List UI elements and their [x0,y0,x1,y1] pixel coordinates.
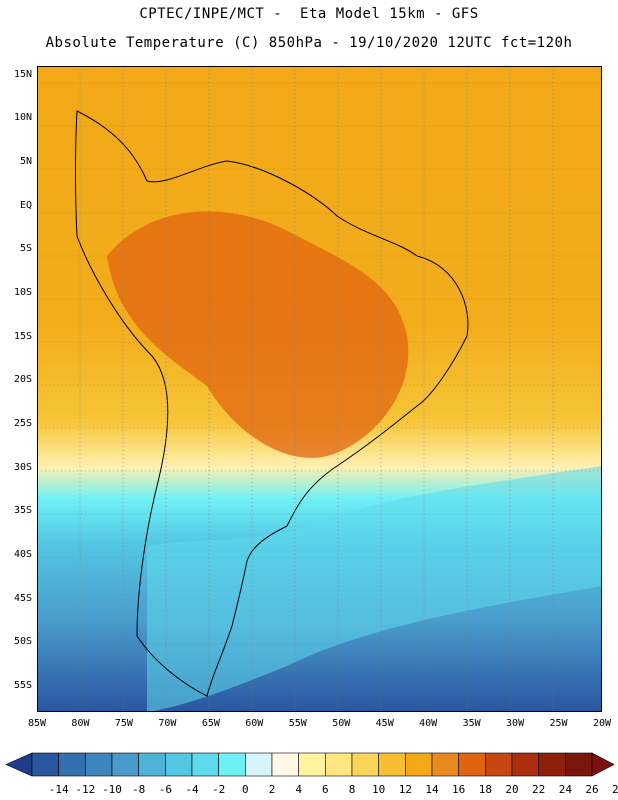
colorbar-tick-label: 8 [348,783,356,796]
lat-tick-label: 5S [19,243,32,255]
lon-tick-label: 30W [506,718,525,729]
colorbar-arrow-high [591,752,615,777]
colorbar-tick-label: 0 [242,783,249,796]
lat-tick-label: 10N [13,112,32,124]
temperature-map [37,66,602,712]
lat-tick-label: 10S [13,286,32,298]
colorbar-swatch [458,752,486,777]
colorbar-tick-label: -14 [48,783,69,796]
colorbar-tick-label: 26 [585,783,599,796]
colorbar-swatch [485,752,513,777]
colorbar-swatch [111,752,139,777]
colorbar-tick-label: 10 [372,783,386,796]
colorbar-tick-label: -10 [102,783,122,796]
lat-tick-label: 40S [13,548,32,560]
colorbar-tick-label: -12 [75,783,96,796]
colorbar-tick-label: 4 [295,783,302,796]
colorbar-swatch [325,752,353,777]
lon-tick-label: 45W [375,718,394,729]
lat-tick-label: 45S [13,592,32,604]
lat-tick-label: 5N [19,156,32,168]
colorbar-swatch [565,752,593,777]
lon-tick-label: 55W [288,718,307,729]
warm-continental-zone [107,211,409,458]
colorbar-swatch [58,752,86,777]
lon-tick-label: 65W [201,718,220,729]
colorbar-swatch [31,752,59,777]
lon-tick-label: 35W [462,718,481,729]
lon-tick-label: 75W [114,718,133,729]
colorbar-swatch [511,752,539,777]
chart-title: CPTEC/INPE/MCT - Eta Model 15km - GFS [139,6,479,22]
lat-tick-label: 25S [13,417,32,429]
lat-tick-label: 20S [13,374,32,386]
colorbar-swatch [245,752,273,777]
colorbar-tick-label: 16 [452,783,466,796]
colorbar-swatch [298,752,326,777]
lon-tick-label: 50W [332,718,351,729]
lat-tick-label: 50S [13,636,32,648]
lat-tick-label: 35S [13,505,32,517]
colorbar-tick-label: 14 [425,783,439,796]
lon-tick-label: 60W [245,718,264,729]
colorbar-tick-label: 20 [505,783,519,796]
lat-tick-label: EQ [19,199,32,211]
map-border [37,66,602,712]
lon-tick-label: 40W [419,718,438,729]
colorbar-tick-label: -4 [185,783,199,796]
colorbar-swatch [191,752,219,777]
colorbar [5,752,615,777]
colorbar-tick-label: 12 [398,783,412,796]
continent-outline [75,110,469,697]
lon-tick-label: 80W [71,718,90,729]
lon-tick-label: 70W [158,718,177,729]
colorbar-tick-label: -2 [212,783,226,796]
colorbar-swatch [378,752,406,777]
colorbar-swatch [138,752,166,777]
colorbar-tick-label: 6 [322,783,329,796]
colorbar-tick-label: 24 [558,783,572,796]
colorbar-tick-label: 2 [268,783,276,796]
lon-tick-label: 85W [27,718,47,729]
lat-tick-label: 15N [13,68,32,80]
colorbar-swatch [431,752,459,777]
colorbar-tick-label: 28 [612,783,618,796]
lat-tick-label: 55S [13,679,32,691]
lat-tick-label: 30S [13,461,32,473]
chart-subtitle: Absolute Temperature (C) 850hPa - 19/10/… [45,35,573,51]
lon-tick-label: 25W [549,718,568,729]
colorbar-swatch [405,752,433,777]
colorbar-swatch [165,752,193,777]
colorbar-tick-label: -8 [132,783,146,796]
cold-air-plume [147,466,602,712]
colorbar-tick-label: 18 [478,783,492,796]
colorbar-swatch [538,752,566,777]
colorbar-tick-label: 22 [532,783,546,796]
colorbar-swatch [271,752,299,777]
colorbar-swatch [218,752,246,777]
colorbar-arrow-low [5,752,33,777]
lat-tick-label: 15S [13,330,32,342]
colorbar-swatch [351,752,379,777]
lon-tick-label: 20W [592,718,612,729]
colorbar-tick-label: -6 [158,783,172,796]
colorbar-swatch [85,752,113,777]
